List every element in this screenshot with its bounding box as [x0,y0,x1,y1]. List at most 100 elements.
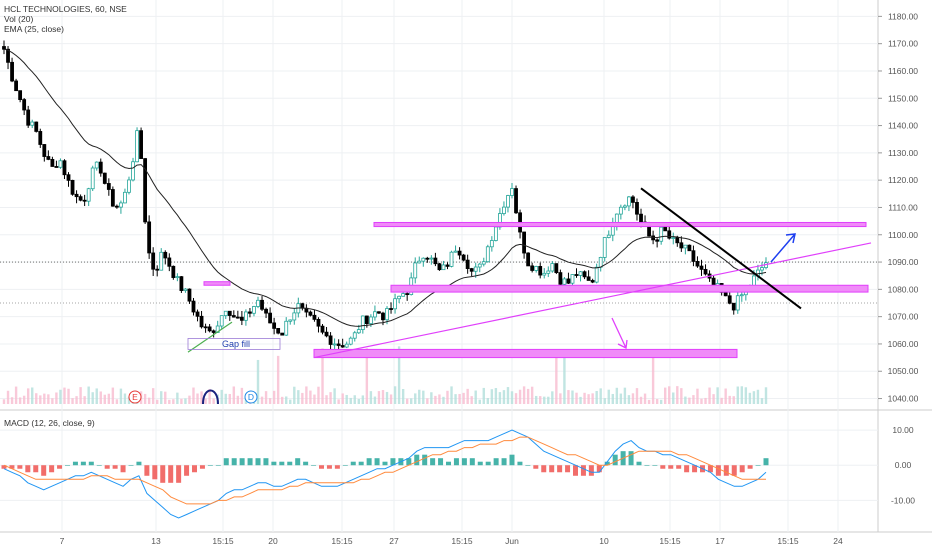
volume-bar [51,398,54,404]
candle-body [70,179,75,195]
candle-body [461,254,466,261]
macd-hist-bar [33,465,39,473]
volume-bar [160,391,163,404]
candle-body [328,335,333,345]
candle-body [618,206,623,215]
y-tick-label: 1080.00 [888,284,919,294]
macd-hist-bar [374,458,380,466]
macd-hist-bar [255,458,261,466]
macd-hist-bar [72,461,78,466]
volume-bar [563,353,566,404]
volume-bar [708,387,711,404]
volume-bar [280,396,284,404]
volume-bar [764,387,768,404]
y-tick-label: 1040.00 [888,394,919,404]
x-tick-label: 15:15 [451,536,473,546]
volume-bar [196,393,199,404]
candle-body [199,315,204,328]
candle-body [526,252,531,267]
volume-bar [192,387,195,404]
y-tick-label: 1160.00 [888,66,918,76]
candle-body [191,300,196,313]
volume-bar [518,389,522,404]
candle-body [316,318,321,327]
macd-hist-bar [723,465,729,476]
y-tick-label: 1100.00 [888,230,918,240]
volume-bar [478,399,481,404]
candle-body [373,311,377,318]
candle-body [631,196,635,203]
volume-bar [466,388,469,404]
candle-body [203,326,208,329]
candle-body [413,262,418,279]
candle-body [683,244,688,249]
macd-hist-bar [334,465,340,469]
y-tick-label: 1050.00 [888,366,919,376]
candle-body [473,266,478,272]
volume-bar [176,392,179,404]
macd-hist-bar [414,454,420,466]
volume-bar [607,389,610,404]
macd-hist-bar [136,461,142,466]
volume-bar [333,388,336,404]
event-marker [244,390,258,404]
macd-hist-bar [160,465,166,483]
candle-body [106,183,111,190]
candle-body [477,263,482,268]
macd-hist-bar [350,461,356,466]
candle-body [574,274,579,276]
volume-bar [301,392,304,404]
volume-bar [482,387,485,404]
volume-bar [510,391,514,404]
macd-hist-bar [192,465,197,473]
candle-body [46,156,51,160]
candle-body [441,264,446,271]
macd-hist-bar [596,465,602,473]
macd-tick-label: -10.00 [891,495,915,505]
legend-macd: MACD (12, 26, close, 9) [4,418,95,428]
candle-body [114,205,119,208]
candle-body [119,202,123,208]
macd-hist-bar [303,461,309,466]
volume-bar [659,399,663,404]
chart-legend: HCL TECHNOLOGIES, 60, NSE Vol (20) EMA (… [4,4,127,34]
y-tick-label: 1090.00 [888,257,919,267]
x-tick-label: 15:15 [659,536,681,546]
volume-bar [268,398,272,404]
candle-body [711,277,716,286]
macd-legend: MACD (12, 26, close, 9) [4,418,95,428]
macd-hist-bar [366,458,372,466]
macd-hist-bar [358,461,364,466]
candle-body [74,193,79,198]
candle-body [280,332,285,336]
candle-body [336,343,341,346]
volume-bar [547,396,550,404]
candle-body [195,311,200,317]
candle-body [598,256,603,268]
volume-bar [474,390,477,404]
candle-body [481,261,486,265]
candle-body [288,319,293,322]
candle-body [50,159,55,167]
volume-bar [325,395,328,404]
macd-hist-bar [112,465,118,469]
volume-bar [583,392,586,404]
candle-body [538,266,543,276]
volume-bar [486,398,490,404]
candle-body [163,251,168,259]
volume-bar [55,392,58,404]
volume-bar [736,386,739,404]
volume-bar [151,388,155,404]
volume-bar [668,386,671,404]
volume-bar [293,386,296,404]
candle-body [647,226,651,237]
volume-bar [35,393,38,404]
volume-bar [494,388,498,404]
candle-body [54,166,59,168]
volume-bar [655,399,659,404]
macd-hist-bar [279,461,285,466]
volume-bar [31,387,34,404]
volume-bar [680,388,683,404]
volume-bar [551,391,554,404]
candle-body [554,263,559,274]
